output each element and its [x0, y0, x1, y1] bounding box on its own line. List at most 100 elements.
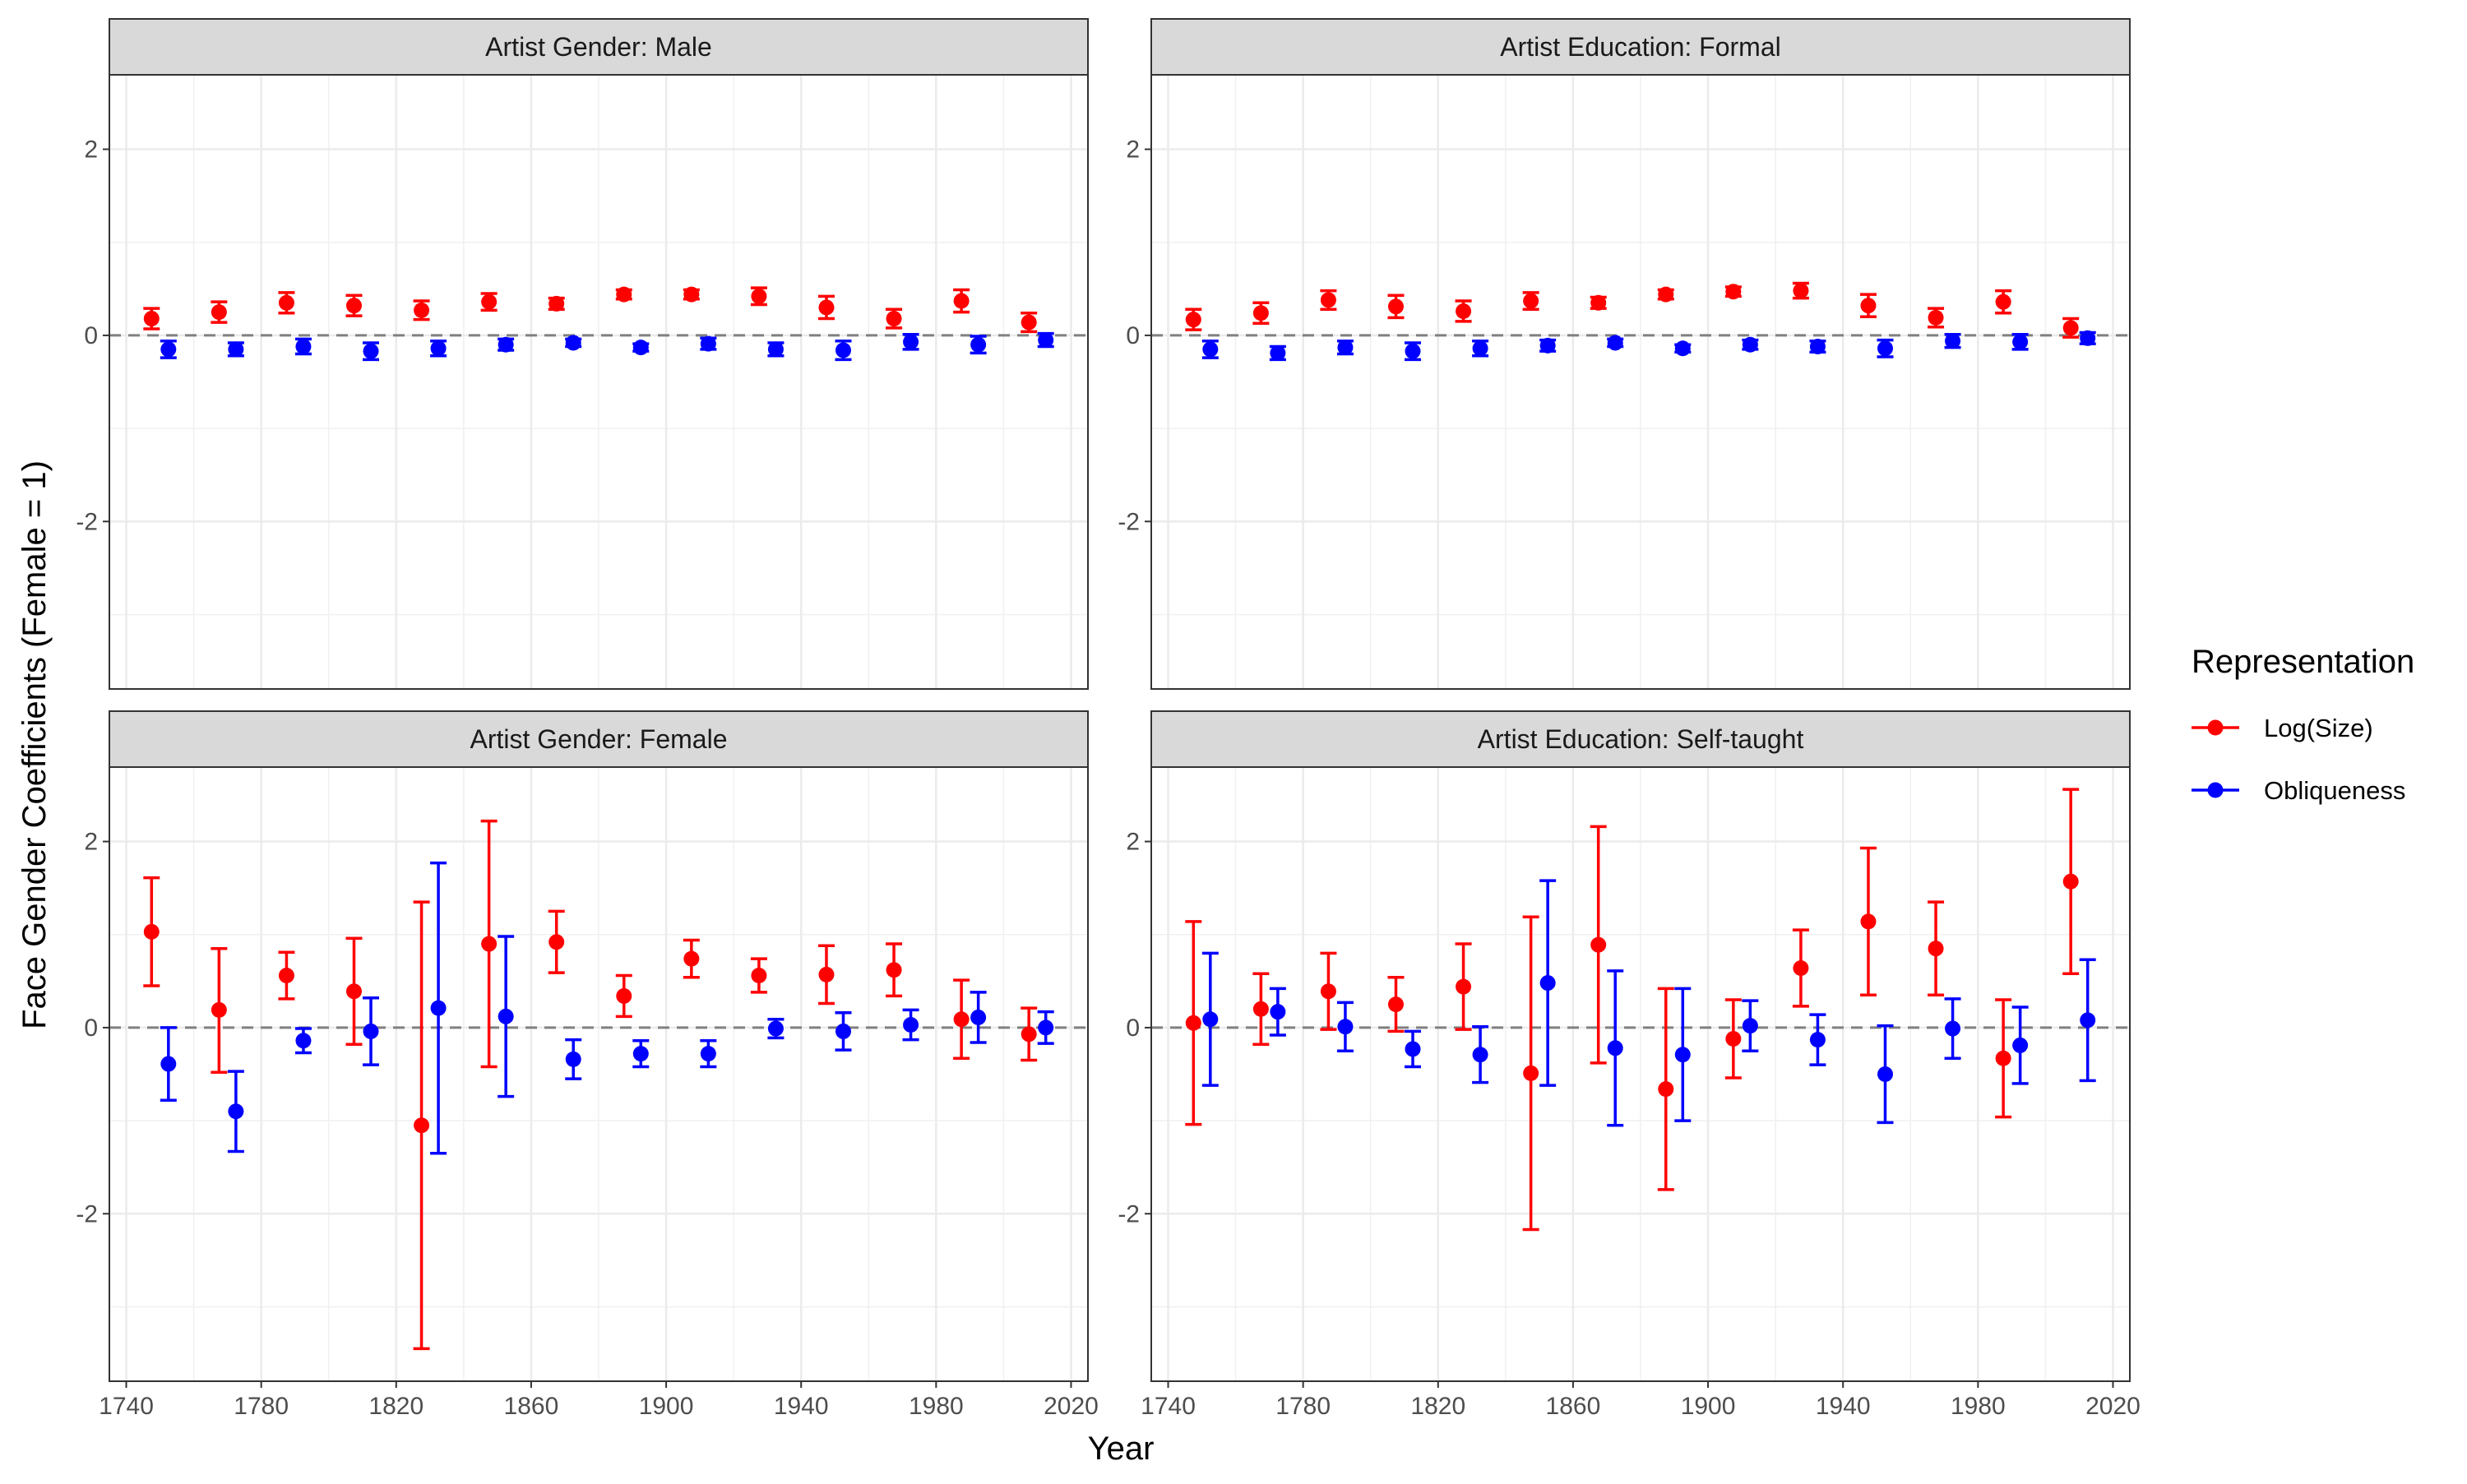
data-point [835, 1023, 851, 1039]
data-point [1523, 1065, 1539, 1081]
data-point [346, 298, 362, 314]
data-point [1860, 913, 1877, 930]
y-tick-label: -2 [1118, 508, 1140, 535]
data-point [1021, 1026, 1037, 1042]
x-tick-label: 1940 [1816, 1393, 1871, 1420]
data-point [1607, 335, 1623, 351]
data-point [143, 311, 160, 327]
x-axis-title: Year [1088, 1431, 1155, 1467]
data-point [1860, 298, 1877, 314]
data-point [1928, 309, 1944, 326]
data-point [1742, 336, 1758, 353]
data-point [903, 1017, 919, 1033]
data-point [767, 341, 784, 358]
data-point [565, 1051, 581, 1067]
x-tick-label: 1740 [1141, 1393, 1196, 1420]
data-point [632, 340, 649, 356]
data-point [1456, 303, 1472, 319]
data-point [1021, 314, 1037, 331]
facet-panel: Artist Education: Formal -2 0 2 [1118, 18, 2131, 690]
data-point [1793, 283, 1809, 299]
data-point [1809, 338, 1826, 354]
data-point [414, 1117, 430, 1134]
data-point [414, 302, 430, 318]
data-point [1793, 959, 1809, 976]
data-point [683, 950, 700, 967]
series-obliqueness [1201, 879, 2096, 1127]
data-point [211, 304, 227, 321]
series-log-size [1185, 788, 2080, 1232]
data-point [2012, 1037, 2029, 1053]
data-point [751, 288, 767, 304]
y-tick-label: 0 [84, 1015, 98, 1042]
data-point [1252, 1001, 1269, 1017]
data-point [903, 334, 919, 350]
data-point [1472, 1047, 1488, 1063]
y-tick-label: 2 [84, 829, 98, 856]
data-point [1270, 1004, 1286, 1020]
data-point [228, 341, 244, 358]
data-point [1337, 340, 1354, 356]
data-point [970, 1009, 987, 1025]
facet-panel: Artist Education: Self-taught -2 0 2 1740 178… [1118, 710, 2141, 1420]
data-point [1202, 341, 1219, 358]
series-log-size [1185, 281, 2080, 339]
panel-border [109, 766, 1089, 1382]
data-point [683, 286, 700, 303]
data-point [1405, 1041, 1421, 1057]
facet-strip-label: Artist Education: Formal [1500, 32, 1780, 62]
data-point [295, 1033, 312, 1049]
data-point [1877, 340, 1893, 357]
data-point [1539, 975, 1556, 992]
data-point [886, 311, 902, 327]
data-point [1945, 1020, 1961, 1037]
data-point [818, 299, 835, 316]
data-point [953, 1011, 970, 1028]
series-log-size [143, 819, 1038, 1351]
data-point [1472, 340, 1488, 357]
x-tick-label: 1940 [774, 1393, 829, 1420]
data-point [1388, 996, 1404, 1013]
data-point [346, 983, 362, 1000]
data-point [481, 294, 498, 310]
x-tick-label: 1900 [639, 1393, 694, 1420]
data-point [1725, 284, 1742, 300]
data-point [1202, 1011, 1219, 1028]
series-obliqueness [1201, 330, 2096, 362]
x-tick-label: 1780 [234, 1393, 289, 1420]
x-tick-label: 1980 [1951, 1393, 2006, 1420]
x-tick-label: 2020 [2085, 1393, 2141, 1420]
y-tick-label: 0 [1126, 322, 1140, 349]
data-point [1928, 941, 1944, 957]
x-tick-label: 1980 [909, 1393, 964, 1420]
facet-panel: Artist Gender: Female -2 0 2 1740 1780 1820 186… [76, 710, 1099, 1420]
data-point [430, 1000, 447, 1016]
y-tick-label: 0 [1126, 1015, 1140, 1042]
data-point [1995, 294, 2011, 310]
data-point [818, 966, 835, 982]
x-tick-label: 1820 [1410, 1393, 1465, 1420]
gridlines [109, 75, 1088, 689]
series-log-size [143, 286, 1038, 334]
data-point [498, 1008, 514, 1024]
data-point [1038, 1019, 1054, 1036]
legend-title: Representation [2192, 644, 2414, 680]
data-point [767, 1020, 784, 1037]
data-point [1320, 292, 1336, 308]
gridlines [109, 767, 1088, 1381]
data-point [278, 968, 294, 984]
data-point [363, 343, 379, 359]
series-obliqueness [160, 331, 1054, 362]
x-tick-label: 1860 [504, 1393, 559, 1420]
legend-key-point [2207, 719, 2224, 736]
data-point [1038, 332, 1054, 349]
data-point [1945, 333, 1961, 349]
data-point [2012, 334, 2029, 350]
y-tick-label: 2 [1126, 136, 1140, 164]
facet-strip-label: Artist Gender: Male [485, 32, 712, 62]
x-tick-label: 2020 [1044, 1393, 1099, 1420]
data-point [886, 962, 902, 978]
data-point [160, 1056, 177, 1072]
data-point [430, 340, 447, 357]
